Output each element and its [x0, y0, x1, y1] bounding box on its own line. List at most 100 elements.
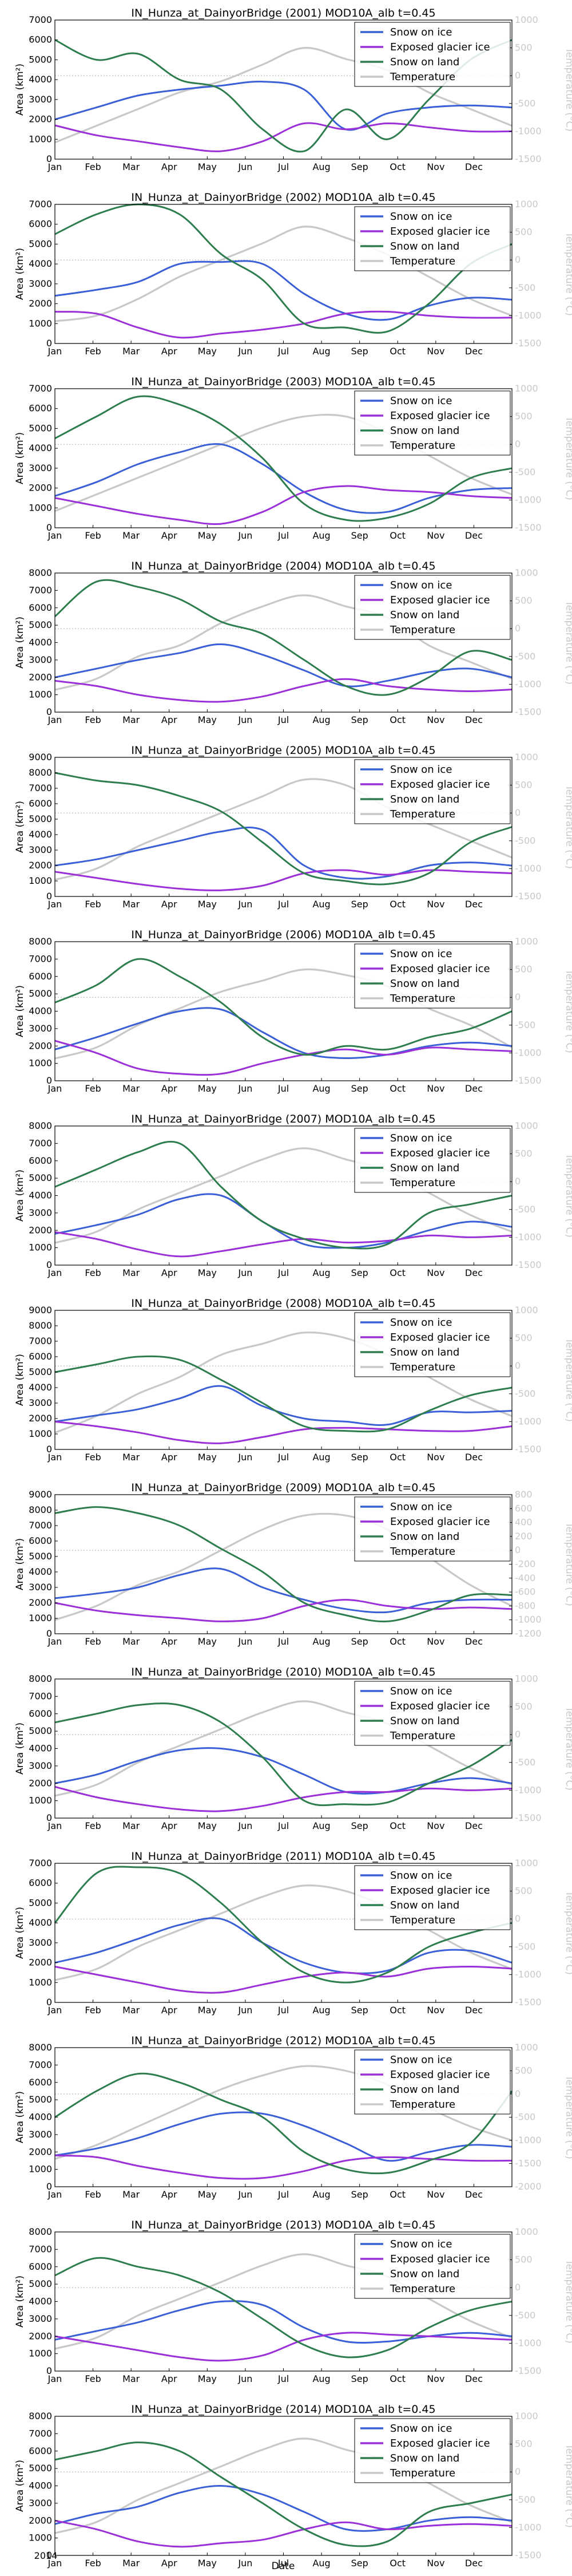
- x-tick-label: Jan: [47, 1452, 62, 1463]
- y-tick-label: 8000: [29, 1673, 52, 1684]
- x-tick-label: May: [198, 1267, 217, 1278]
- x-tick-label: May: [198, 1820, 217, 1831]
- x-tick-label: Jan: [47, 2189, 62, 2200]
- legend-label: Snow on land: [390, 793, 459, 805]
- y2-axis-label: Temperature (°C): [563, 1153, 572, 1238]
- y-axis-label: Area (km²): [14, 432, 26, 484]
- y-tick-label: 2000: [29, 2146, 52, 2157]
- x-tick-label: Oct: [390, 2005, 406, 2016]
- series-line-exposed-glacier-ice: [54, 310, 513, 339]
- y2-tick-label: 500: [515, 964, 533, 975]
- y2-tick-label: -1500: [515, 338, 542, 349]
- y2-tick-label: -1500: [515, 153, 542, 164]
- series-line-exposed-glacier-ice: [54, 485, 513, 526]
- y2-axis-label: Temperature (°C): [563, 784, 572, 869]
- x-tick-label: Apr: [161, 1267, 177, 1278]
- y-tick-label: 3000: [29, 2313, 52, 2324]
- y2-tick-label: -1000: [515, 1416, 542, 1427]
- y-tick-label: 4000: [29, 1743, 52, 1754]
- x-tick-label: Apr: [161, 346, 177, 357]
- legend-label: Exposed glacier ice: [390, 2069, 490, 2081]
- series-line-snow-on-ice: [54, 2484, 513, 2532]
- x-tick-label: Jul: [277, 2005, 289, 2016]
- y-tick-label: 4000: [29, 1190, 52, 1201]
- x-tick-label: Jul: [277, 714, 289, 725]
- y-tick-label: 5000: [29, 2094, 52, 2105]
- legend-label: Temperature: [390, 624, 455, 636]
- y-tick-label: 7000: [29, 953, 52, 964]
- panel-title: IN_Hunza_at_DainyorBridge (2003) MOD10A_…: [131, 376, 435, 388]
- y-axis-label: Area (km²): [14, 2275, 26, 2328]
- y-tick-label: 6000: [29, 1535, 52, 1546]
- y-axis-label: Area (km²): [14, 1722, 26, 1775]
- y-tick-label: 3000: [29, 1760, 52, 1771]
- y2-tick-label: 1000: [515, 1305, 538, 1315]
- y2-axis-label: Temperature (°C): [563, 416, 572, 500]
- y-tick-label: 0: [46, 522, 52, 533]
- y-tick-label: 4000: [29, 1917, 52, 1928]
- series-line-temperature: [54, 226, 513, 322]
- x-tick-label: Jan: [47, 2373, 62, 2384]
- y-tick-label: 1000: [29, 689, 52, 700]
- y-tick-label: 2000: [29, 1413, 52, 1424]
- x-tick-label: Dec: [465, 1452, 483, 1463]
- y-tick-label: 7000: [29, 584, 52, 595]
- x-tick-label: Mar: [122, 161, 140, 172]
- y-axis-label: Area (km²): [14, 1538, 26, 1590]
- x-tick-label: May: [198, 2558, 217, 2569]
- x-tick-label: Jul: [277, 1083, 289, 1094]
- y2-tick-label: -1000: [515, 863, 542, 874]
- x-tick-label: Jan: [47, 899, 62, 910]
- y2-tick-label: 0: [515, 70, 521, 81]
- series-line-snow-on-land: [54, 1866, 513, 1984]
- y2-axis-label: Temperature (°C): [563, 1337, 572, 1422]
- legend-label: Temperature: [390, 71, 455, 83]
- legend-label: Temperature: [390, 1730, 455, 1742]
- x-tick-label: Aug: [312, 530, 330, 541]
- series-line-snow-on-land: [54, 579, 513, 696]
- y2-tick-label: -1500: [515, 1997, 542, 2008]
- y2-tick-label: 1000: [515, 1673, 538, 1684]
- series-line-temperature: [54, 1147, 513, 1244]
- x-tick-label: Apr: [161, 2558, 177, 2569]
- y-tick-label: 1000: [29, 2164, 52, 2175]
- y-tick-label: 3000: [29, 1397, 52, 1408]
- panel-2005: IN_Hunza_at_DainyorBridge (2005) MOD10A_…: [14, 744, 572, 910]
- legend-label: Temperature: [390, 1546, 455, 1558]
- y-tick-label: 4000: [29, 637, 52, 648]
- y2-tick-label: 500: [515, 595, 533, 606]
- x-tick-label: Jan: [47, 714, 62, 725]
- legend-label: Snow on ice: [390, 764, 452, 776]
- x-tick-label: Sep: [351, 1452, 368, 1463]
- series-line-temperature: [54, 2253, 513, 2350]
- y-tick-label: 5000: [29, 1897, 52, 1908]
- x-tick-label: Apr: [161, 161, 177, 172]
- x-tick-label: Oct: [390, 1267, 406, 1278]
- y-tick-label: 0: [46, 1812, 52, 1823]
- legend-label: Snow on land: [390, 1899, 459, 1911]
- series-line-snow-on-ice: [54, 1917, 513, 1974]
- y2-tick-label: -500: [515, 1941, 535, 1952]
- panel-2003: IN_Hunza_at_DainyorBridge (2003) MOD10A_…: [14, 376, 572, 541]
- x-tick-label: Feb: [85, 2373, 101, 2384]
- x-tick-label: May: [198, 346, 217, 357]
- y-tick-label: 4000: [29, 1566, 52, 1577]
- x-tick-label: Jan: [47, 1267, 62, 1278]
- legend-label: Temperature: [390, 808, 455, 820]
- y-tick-label: 3000: [29, 1023, 52, 1034]
- y-tick-label: 1000: [29, 1795, 52, 1806]
- x-tick-label: Nov: [427, 1452, 444, 1463]
- y2-axis-label: Temperature (°C): [563, 231, 572, 316]
- x-tick-label: Aug: [312, 2558, 330, 2569]
- y2-tick-label: -1500: [515, 2550, 542, 2561]
- x-tick-label: Nov: [427, 2005, 444, 2016]
- y-tick-label: 4000: [29, 829, 52, 840]
- legend-label: Exposed glacier ice: [390, 1700, 490, 1712]
- y-tick-label: 1000: [29, 502, 52, 513]
- y-tick-label: 0: [46, 338, 52, 349]
- y-tick-label: 1000: [29, 1242, 52, 1253]
- x-tick-label: Sep: [351, 2558, 368, 2569]
- x-tick-label: Nov: [427, 1083, 444, 1094]
- legend-label: Exposed glacier ice: [390, 963, 490, 975]
- y-tick-label: 4000: [29, 2480, 52, 2491]
